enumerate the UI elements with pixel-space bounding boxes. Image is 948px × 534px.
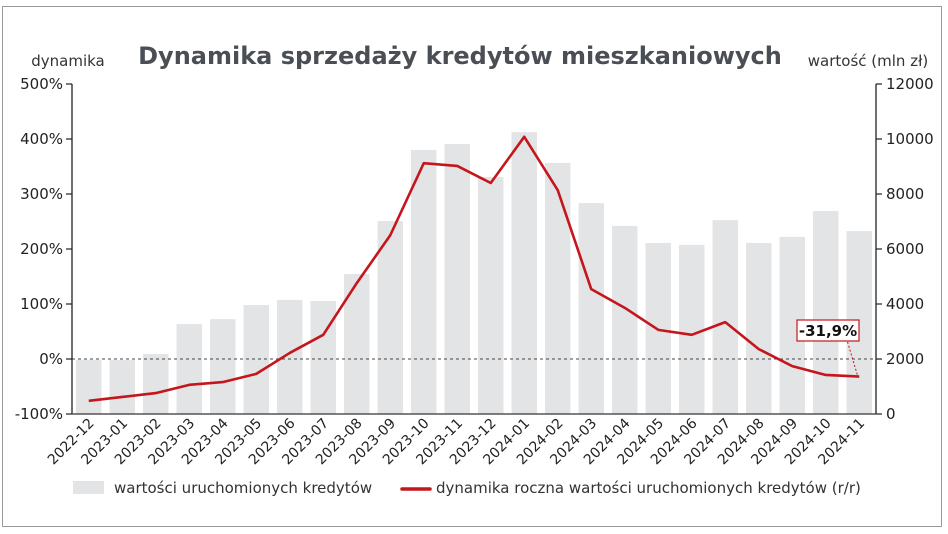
chart-title: Dynamika sprzedaży kredytów mieszkaniowy… <box>138 42 782 70</box>
bar <box>411 150 437 414</box>
bar <box>377 220 403 414</box>
bar <box>76 359 102 414</box>
bar <box>109 360 135 414</box>
left-tick-label: 100% <box>20 295 63 313</box>
right-tick-label: 4000 <box>886 295 924 313</box>
legend-bar-swatch <box>73 481 104 494</box>
left-axis-label: dynamika <box>31 52 105 70</box>
bar <box>511 132 537 414</box>
annotation-label: -31,9% <box>799 322 857 340</box>
right-tick-label: 12000 <box>886 75 934 93</box>
left-tick-label: 400% <box>20 130 63 148</box>
left-tick-label: 500% <box>20 75 63 93</box>
bar <box>444 143 470 414</box>
bar <box>277 299 303 414</box>
right-axis-label: wartość (mln zł) <box>808 52 928 70</box>
right-tick-label: 2000 <box>886 350 924 368</box>
right-tick-label: 0 <box>886 405 896 423</box>
bar <box>813 211 839 414</box>
bar <box>578 203 604 414</box>
annotation: -31,9% <box>796 319 860 375</box>
left-tick-label: 0% <box>39 350 63 368</box>
bar <box>478 176 504 414</box>
left-tick-label: 200% <box>20 240 63 258</box>
left-tick-label: 300% <box>20 185 63 203</box>
axes: 500% 400% 300% 200% 100% 0% -100% 12000 10000 800… <box>15 75 934 423</box>
legend-bar-label: wartości uruchomionych kredytów <box>114 479 372 497</box>
bar <box>176 324 202 414</box>
line-series <box>88 135 860 403</box>
bar <box>679 244 705 414</box>
left-tick-label: -100% <box>15 405 63 423</box>
x-axis-ticks: 2022-122023-012023-022023-032023-042023-… <box>45 415 868 468</box>
bar <box>243 305 269 414</box>
right-tick-label: 8000 <box>886 185 924 203</box>
right-tick-label: 10000 <box>886 130 934 148</box>
bar <box>210 319 236 414</box>
bar <box>143 354 169 414</box>
bar <box>746 242 772 414</box>
legend-line-label: dynamika roczna wartości uruchomionych k… <box>436 479 861 497</box>
right-tick-label: 6000 <box>886 240 924 258</box>
bar <box>712 220 738 414</box>
bar <box>545 162 571 414</box>
dynamics-line <box>88 135 860 403</box>
bar <box>612 225 638 414</box>
legend: wartości uruchomionych kredytów dynamika… <box>73 479 861 497</box>
bar <box>310 300 336 414</box>
